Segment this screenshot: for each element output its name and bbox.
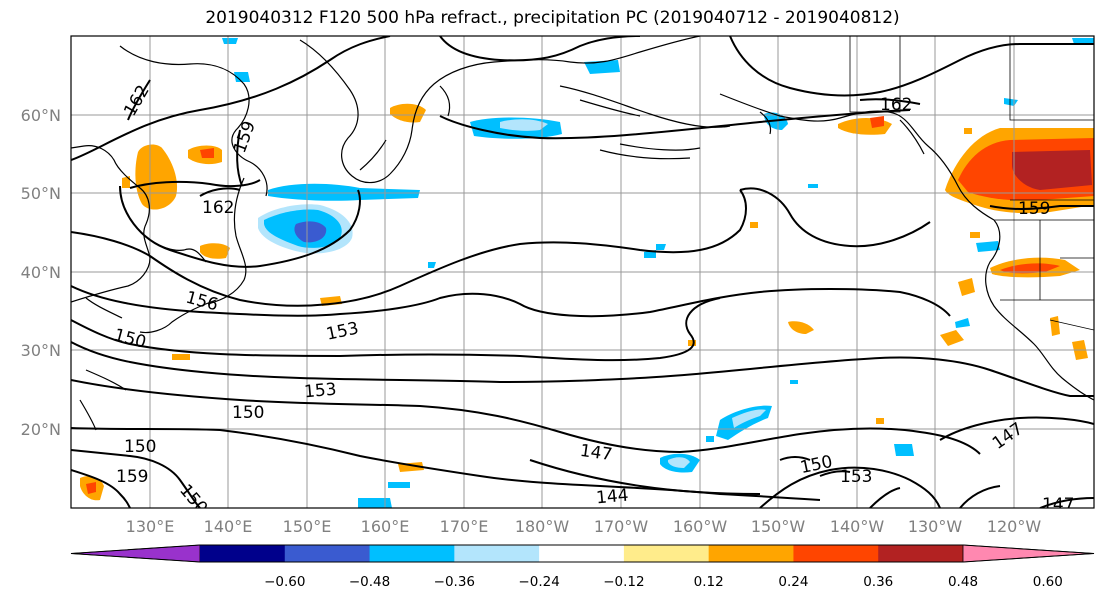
latitude-label: 30°N: [21, 341, 61, 360]
colorbar-tick-label: −0.36: [434, 574, 475, 590]
contour-label: 150: [232, 403, 264, 423]
contour-label: 153: [840, 467, 872, 487]
colorbar-tick-label: −0.48: [349, 574, 390, 590]
map-plot-area: 162 159 162 156 153 150 153 150 150 159 …: [71, 36, 1094, 515]
colorbar-tick-label: 0.12: [694, 574, 724, 590]
longitude-label: 120°W: [987, 517, 1042, 536]
colorbar-segment: [708, 545, 794, 562]
colorbar-tick-label: 0.60: [1033, 574, 1063, 590]
colorbar-tick-label: 0.24: [778, 574, 808, 590]
contour-label: 162: [880, 95, 912, 115]
colorbar: [70, 544, 1095, 563]
contour-label: 159: [116, 467, 148, 487]
colorbar-outline: [70, 544, 1095, 563]
longitude-label: 180°W: [515, 517, 570, 536]
colorbar-extend-high: [962, 544, 1095, 563]
colorbar-tick-label: 0.36: [863, 574, 893, 590]
longitude-label: 160°E: [361, 517, 410, 536]
colorbar-tick-label: −0.12: [603, 574, 644, 590]
colorbar-extend-low: [70, 544, 201, 563]
longitude-label: 150°E: [283, 517, 332, 536]
refractivity-contours: [71, 36, 1094, 508]
colorbar-segment: [200, 545, 286, 562]
colorbar-segment: [623, 545, 710, 562]
graticule: [71, 36, 1094, 508]
longitude-label: 160°W: [673, 517, 728, 536]
colorbar-segment: [284, 545, 371, 562]
latitude-label: 60°N: [21, 106, 61, 125]
contour-label: 153: [303, 380, 337, 403]
contour-label: 150: [124, 437, 156, 457]
colorbar-segment: [539, 545, 625, 562]
colorbar-segment: [369, 545, 455, 562]
colorbar-segment: [878, 545, 964, 562]
contour-label: 162: [202, 198, 234, 218]
latitude-label: 40°N: [21, 263, 61, 282]
longitude-label: 140°E: [204, 517, 253, 536]
longitude-label: 130°E: [126, 517, 175, 536]
longitude-label: 140°W: [830, 517, 885, 536]
longitude-label: 170°E: [440, 517, 489, 536]
latitude-label: 20°N: [21, 420, 61, 439]
longitude-labels: 130°E 140°E 150°E 160°E 170°E 180°W 170°W 160°W…: [126, 517, 1042, 536]
contour-label: 159: [1018, 199, 1050, 219]
colorbar-tick-label: 0.48: [948, 574, 978, 590]
contour-label: 147: [1042, 495, 1074, 515]
longitude-label: 150°W: [751, 517, 806, 536]
map-frame: [70, 35, 1095, 509]
map-title: 2019040312 F120 500 hPa refract., precip…: [205, 8, 900, 28]
longitude-label: 170°W: [594, 517, 649, 536]
colorbar-tick-label: −0.24: [518, 574, 559, 590]
longitude-label: 130°W: [908, 517, 963, 536]
coastlines: [71, 36, 1094, 431]
colorbar-tick-labels: −0.60 −0.48 −0.36 −0.24 −0.12 0.12 0.24 0.36 0.4…: [264, 574, 1063, 590]
contour-label: 144: [595, 486, 629, 509]
colorbar-tick-label: −0.60: [264, 574, 305, 590]
contour-label: 147: [579, 441, 614, 465]
colorbar-segment: [454, 545, 540, 562]
latitude-labels: 60°N 50°N 40°N 30°N 20°N: [21, 106, 61, 439]
latitude-label: 50°N: [21, 184, 61, 203]
colorbar-segment: [793, 545, 879, 562]
